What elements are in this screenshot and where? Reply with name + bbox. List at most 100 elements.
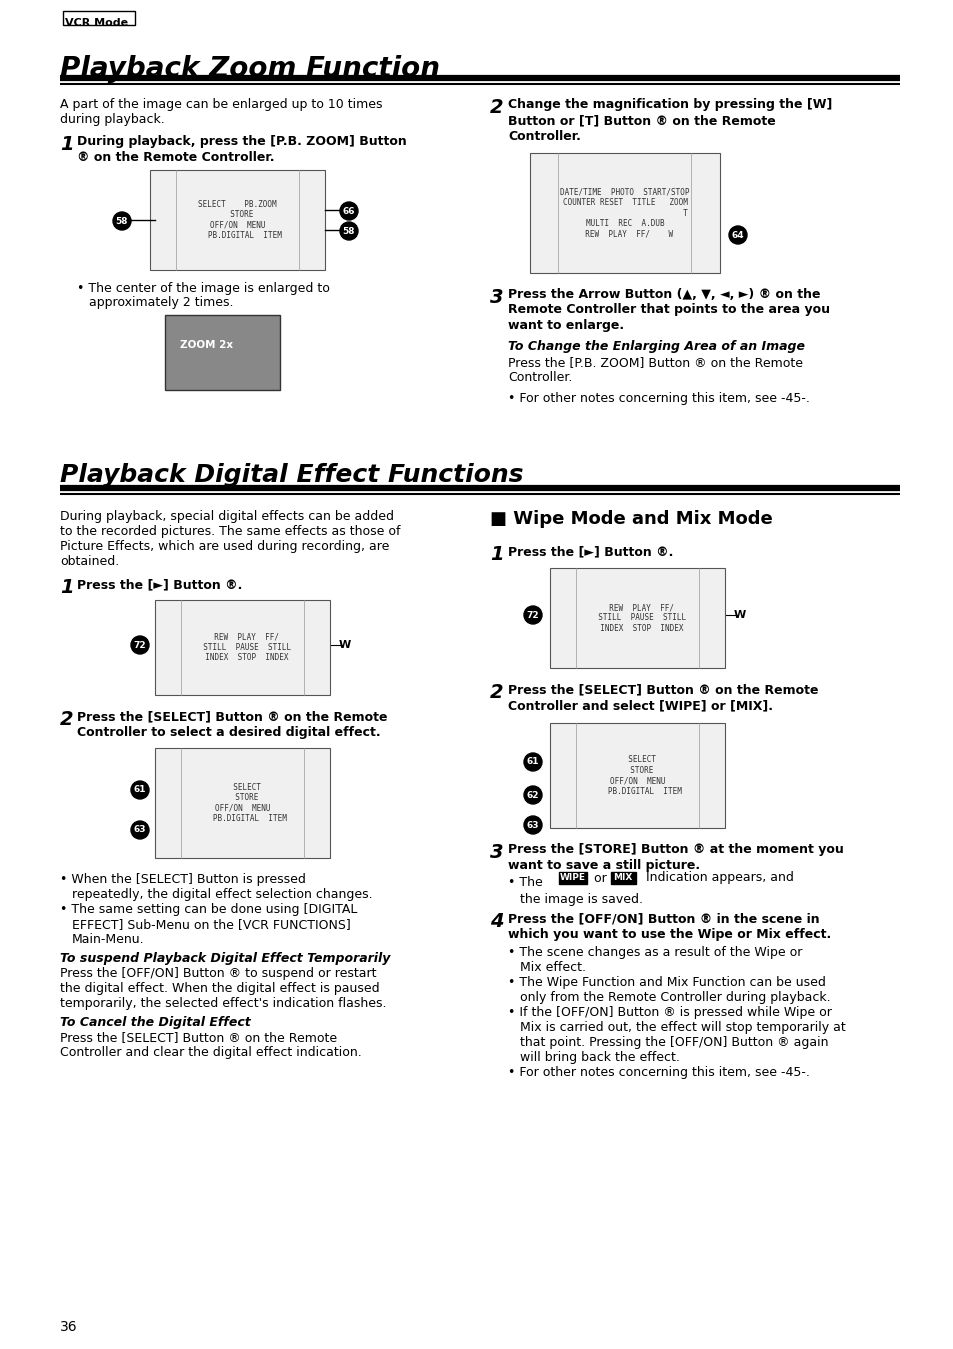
Text: MIX: MIX	[613, 874, 632, 882]
Circle shape	[131, 822, 149, 839]
Text: 3: 3	[490, 843, 503, 862]
Text: ■ Wipe Mode and Mix Mode: ■ Wipe Mode and Mix Mode	[490, 510, 772, 527]
Text: To Change the Enlarging Area of an Image: To Change the Enlarging Area of an Image	[507, 340, 804, 353]
Text: 72: 72	[133, 641, 146, 649]
Text: Press the [►] Button ®.: Press the [►] Button ®.	[507, 545, 673, 558]
Text: 2: 2	[490, 98, 503, 117]
Text: during playback.: during playback.	[60, 113, 165, 125]
Text: • The center of the image is enlarged to: • The center of the image is enlarged to	[77, 282, 330, 295]
Text: Mix effect.: Mix effect.	[519, 960, 585, 974]
Text: • The: • The	[507, 876, 550, 889]
Circle shape	[339, 223, 357, 240]
Bar	[63, 11, 135, 26]
Text: will bring back the effect.: will bring back the effect.	[519, 1051, 679, 1064]
Text: Press the [SELECT] Button ® on the Remote: Press the [SELECT] Button ® on the Remot…	[507, 683, 818, 696]
Text: Press the [►] Button ®.: Press the [►] Button ®.	[77, 577, 242, 591]
Text: 4: 4	[490, 912, 503, 931]
Text: Indication appears, and: Indication appears, and	[638, 871, 793, 885]
Text: EFFECT] Sub-Menu on the [VCR FUNCTIONS]: EFFECT] Sub-Menu on the [VCR FUNCTIONS]	[71, 919, 351, 931]
Text: 36: 36	[60, 1321, 77, 1334]
Text: 2: 2	[490, 683, 503, 701]
Text: Press the Arrow Button (▲, ▼, ◄, ►) ® on the: Press the Arrow Button (▲, ▼, ◄, ►) ® on…	[507, 287, 820, 301]
Text: Playback Zoom Function: Playback Zoom Function	[60, 55, 439, 84]
Text: Press the [OFF/ON] Button ® to suspend or restart: Press the [OFF/ON] Button ® to suspend o…	[60, 967, 376, 979]
Text: 61: 61	[133, 785, 146, 795]
Circle shape	[523, 606, 541, 625]
Circle shape	[523, 753, 541, 772]
Text: • The same setting can be done using [DIGITAL: • The same setting can be done using [DI…	[60, 902, 357, 916]
Bar	[165, 316, 280, 390]
Text: repeatedly, the digital effect selection changes.: repeatedly, the digital effect selection…	[71, 888, 373, 901]
Text: Playback Digital Effect Functions: Playback Digital Effect Functions	[60, 463, 523, 487]
Text: obtained.: obtained.	[60, 554, 119, 568]
Text: the digital effect. When the digital effect is paused: the digital effect. When the digital eff…	[60, 982, 379, 996]
Text: that point. Pressing the [OFF/ON] Button ® again: that point. Pressing the [OFF/ON] Button…	[519, 1036, 827, 1050]
Text: 66: 66	[342, 206, 355, 216]
Text: approximately 2 times.: approximately 2 times.	[89, 295, 233, 309]
Text: 61: 61	[526, 758, 538, 766]
Text: 1: 1	[490, 545, 503, 564]
Bar	[610, 871, 636, 884]
Text: WIPE: WIPE	[559, 874, 585, 882]
Text: Press the [OFF/ON] Button ® in the scene in: Press the [OFF/ON] Button ® in the scene…	[507, 912, 819, 925]
Text: SELECT
  STORE
OFF/ON  MENU
   PB.DIGITAL  ITEM: SELECT STORE OFF/ON MENU PB.DIGITAL ITEM	[593, 755, 680, 796]
Circle shape	[339, 202, 357, 220]
Text: Press the [SELECT] Button ® on the Remote: Press the [SELECT] Button ® on the Remot…	[60, 1031, 336, 1044]
Text: 63: 63	[526, 820, 538, 830]
Text: Press the [STORE] Button ® at the moment you: Press the [STORE] Button ® at the moment…	[507, 843, 842, 857]
Text: or: or	[589, 871, 610, 885]
Text: want to enlarge.: want to enlarge.	[507, 318, 623, 332]
Text: To suspend Playback Digital Effect Temporarily: To suspend Playback Digital Effect Tempo…	[60, 952, 390, 965]
Text: To Cancel the Digital Effect: To Cancel the Digital Effect	[60, 1016, 251, 1029]
Text: 62: 62	[526, 791, 538, 800]
Text: 58: 58	[115, 216, 128, 225]
Circle shape	[112, 212, 131, 229]
Text: W: W	[338, 639, 351, 650]
Circle shape	[131, 781, 149, 799]
Text: Controller.: Controller.	[507, 371, 572, 384]
Text: the image is saved.: the image is saved.	[519, 893, 642, 907]
Bar	[558, 871, 586, 884]
Text: Mix is carried out, the effect will stop temporarily at: Mix is carried out, the effect will stop…	[519, 1021, 845, 1033]
Text: • When the [SELECT] Button is pressed: • When the [SELECT] Button is pressed	[60, 873, 306, 886]
Text: Remote Controller that points to the area you: Remote Controller that points to the are…	[507, 304, 829, 316]
Text: temporarily, the selected effect's indication flashes.: temporarily, the selected effect's indic…	[60, 997, 386, 1010]
Text: Main-Menu.: Main-Menu.	[71, 934, 145, 946]
Circle shape	[523, 786, 541, 804]
Text: 58: 58	[342, 227, 355, 236]
Text: ® on the Remote Controller.: ® on the Remote Controller.	[77, 151, 274, 165]
Text: 63: 63	[133, 826, 146, 835]
Circle shape	[131, 635, 149, 654]
Text: • The scene changes as a result of the Wipe or: • The scene changes as a result of the W…	[507, 946, 801, 959]
Text: to the recorded pictures. The same effects as those of: to the recorded pictures. The same effec…	[60, 525, 400, 538]
Text: DATE/TIME  PHOTO  START/STOP
COUNTER RESET  TITLE   ZOOM
                       : DATE/TIME PHOTO START/STOP COUNTER RESET…	[559, 188, 689, 239]
Text: Controller.: Controller.	[507, 130, 580, 143]
Text: which you want to use the Wipe or Mix effect.: which you want to use the Wipe or Mix ef…	[507, 928, 830, 942]
Text: • For other notes concerning this item, see -45-.: • For other notes concerning this item, …	[507, 1066, 809, 1079]
Bar	[550, 568, 724, 668]
Bar	[154, 747, 330, 858]
Text: Button or [T] Button ® on the Remote: Button or [T] Button ® on the Remote	[507, 115, 775, 127]
Text: • If the [OFF/ON] Button ® is pressed while Wipe or: • If the [OFF/ON] Button ® is pressed wh…	[507, 1006, 831, 1018]
Text: VCR Mode: VCR Mode	[65, 18, 128, 28]
Text: SELECT    PB.ZOOM
  STORE
OFF/ON  MENU
   PB.DIGITAL  ITEM: SELECT PB.ZOOM STORE OFF/ON MENU PB.DIGI…	[193, 200, 281, 240]
Text: 64: 64	[731, 231, 743, 240]
Text: 72: 72	[526, 611, 538, 619]
Text: REW  PLAY  FF/
  STILL  PAUSE  STILL
  INDEX  STOP  INDEX: REW PLAY FF/ STILL PAUSE STILL INDEX STO…	[588, 603, 685, 633]
Text: Picture Effects, which are used during recording, are: Picture Effects, which are used during r…	[60, 540, 389, 553]
Text: During playback, press the [P.B. ZOOM] Button: During playback, press the [P.B. ZOOM] B…	[77, 135, 406, 148]
Text: Controller and clear the digital effect indication.: Controller and clear the digital effect …	[60, 1045, 361, 1059]
Circle shape	[728, 227, 746, 244]
Text: 2: 2	[60, 710, 73, 728]
Text: Controller to select a desired digital effect.: Controller to select a desired digital e…	[77, 726, 380, 739]
Text: ZOOM 2x: ZOOM 2x	[180, 340, 233, 349]
Text: Press the [P.B. ZOOM] Button ® on the Remote: Press the [P.B. ZOOM] Button ® on the Re…	[507, 356, 802, 370]
Bar	[154, 600, 330, 695]
Text: Press the [SELECT] Button ® on the Remote: Press the [SELECT] Button ® on the Remot…	[77, 710, 387, 723]
Text: Controller and select [WIPE] or [MIX].: Controller and select [WIPE] or [MIX].	[507, 699, 772, 712]
Text: REW  PLAY  FF/
  STILL  PAUSE  STILL
  INDEX  STOP  INDEX: REW PLAY FF/ STILL PAUSE STILL INDEX STO…	[193, 633, 291, 662]
Circle shape	[523, 816, 541, 834]
Text: During playback, special digital effects can be added: During playback, special digital effects…	[60, 510, 394, 523]
Text: Change the magnification by pressing the [W]: Change the magnification by pressing the…	[507, 98, 832, 111]
Text: • The Wipe Function and Mix Function can be used: • The Wipe Function and Mix Function can…	[507, 975, 825, 989]
